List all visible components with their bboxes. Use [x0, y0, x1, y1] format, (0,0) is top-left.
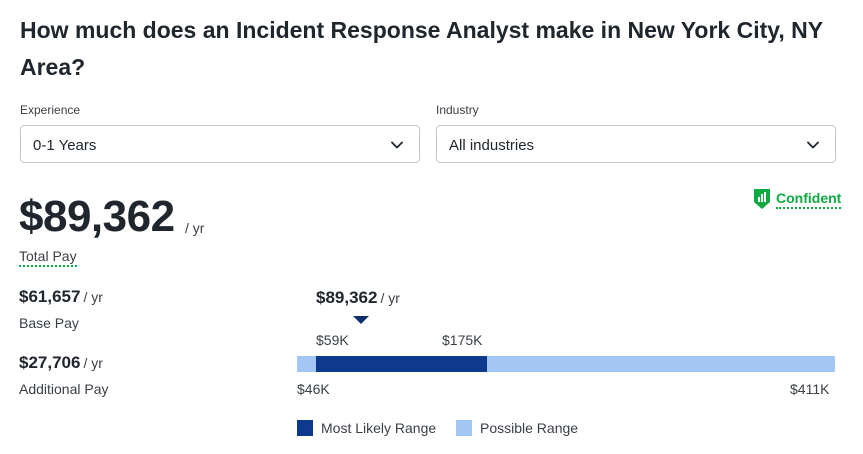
likely-high-label: $175K	[442, 332, 483, 348]
experience-select[interactable]: 0-1 Years	[20, 125, 420, 163]
likely-low-label: $59K	[316, 332, 349, 348]
additional-pay-label: Additional Pay	[19, 381, 109, 397]
experience-label: Experience	[20, 103, 81, 117]
legend-swatch-most-likely	[297, 420, 313, 436]
total-pay-amount: $89,362	[19, 192, 175, 241]
possible-low-label: $46K	[297, 381, 330, 397]
base-pay-unit: / yr	[83, 289, 103, 305]
range-marker-value: $89,362	[316, 288, 378, 307]
confidence-label: Confident	[776, 190, 842, 209]
signal-shield-icon	[754, 189, 770, 209]
most-likely-range-bar	[316, 356, 487, 372]
additional-pay-unit: / yr	[83, 355, 103, 371]
additional-pay-amount: $27,706/ yr	[19, 353, 103, 373]
legend-label-most-likely: Most Likely Range	[321, 420, 437, 436]
chevron-down-icon	[807, 141, 819, 149]
chevron-down-icon	[391, 141, 403, 149]
base-pay-value: $61,657	[19, 287, 81, 306]
total-pay-label[interactable]: Total Pay	[19, 248, 77, 267]
possible-high-label: $411K	[790, 381, 830, 397]
page-title: How much does an Incident Response Analy…	[20, 17, 823, 80]
range-marker-caret	[353, 316, 369, 324]
industry-value: All industries	[449, 137, 535, 154]
base-pay-label: Base Pay	[19, 315, 79, 331]
legend-possible: Possible Range	[456, 420, 578, 436]
legend-swatch-possible	[456, 420, 472, 436]
confidence-badge[interactable]: Confident	[752, 188, 842, 210]
range-marker-unit: / yr	[380, 290, 400, 306]
range-marker-amount: $89,362/ yr	[316, 288, 400, 308]
industry-select[interactable]: All industries	[436, 125, 836, 163]
legend-most-likely: Most Likely Range	[297, 420, 436, 436]
base-pay-amount: $61,657/ yr	[19, 287, 103, 307]
industry-label: Industry	[436, 103, 479, 117]
total-pay-unit: / yr	[185, 220, 205, 236]
legend-label-possible: Possible Range	[480, 420, 579, 436]
additional-pay-value: $27,706	[19, 353, 81, 372]
experience-value: 0-1 Years	[33, 137, 97, 154]
